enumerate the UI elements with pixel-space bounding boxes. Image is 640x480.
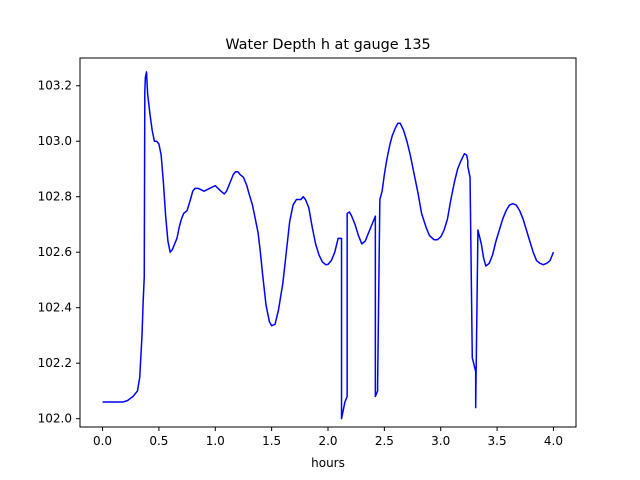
x-tick-label: 4.0 <box>544 434 563 448</box>
x-tick-label: 2.5 <box>375 434 394 448</box>
x-tick-label: 1.0 <box>206 434 225 448</box>
y-tick-label: 102.0 <box>38 412 72 426</box>
series-line <box>102 71 555 420</box>
x-tick-label: 0.5 <box>149 434 168 448</box>
y-tick-label: 102.8 <box>38 190 72 204</box>
y-tick-label: 102.6 <box>38 245 72 259</box>
axes-frame <box>79 57 577 428</box>
x-tick-label: 3.0 <box>431 434 450 448</box>
plot-area <box>79 57 577 428</box>
y-tick-label: 102.2 <box>38 356 72 370</box>
x-tick-label: 1.5 <box>262 434 281 448</box>
x-tick-label: 2.0 <box>318 434 337 448</box>
y-axis: 102.0 102.2 102.4 102.6 102.8 103.0 103.2 <box>38 79 80 426</box>
x-tick-label: 0.0 <box>93 434 112 448</box>
chart-title: Water Depth h at gauge 135 <box>225 37 430 53</box>
x-tick-label: 3.5 <box>488 434 507 448</box>
x-axis-label: hours <box>311 456 345 470</box>
y-tick-label: 102.4 <box>38 301 72 315</box>
y-tick-label: 103.2 <box>38 79 72 93</box>
x-axis: 0.0 0.5 1.0 1.5 2.0 2.5 3.0 3.5 4.0 <box>93 427 563 448</box>
y-tick-label: 103.0 <box>38 134 72 148</box>
